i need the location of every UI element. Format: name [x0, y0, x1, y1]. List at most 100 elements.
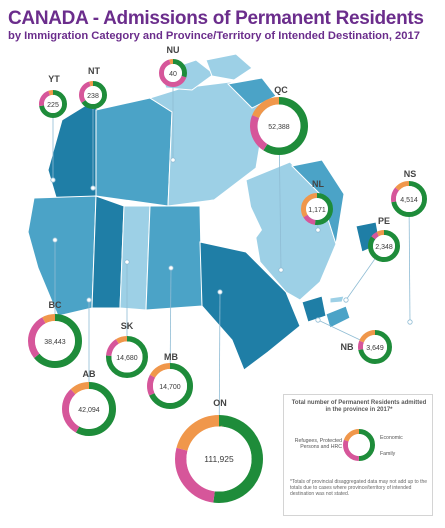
- yt-segment-2: [39, 90, 67, 118]
- ab-code-label: AB: [83, 369, 96, 379]
- bc-hole: [35, 321, 75, 361]
- ab-donut: 42,094 AB: [62, 369, 117, 436]
- qc-segment-2: [250, 96, 309, 155]
- yt-donut: 225 YT: [39, 74, 67, 118]
- nu-segment-2: [159, 59, 187, 87]
- sk-total-label: 14,680: [116, 355, 138, 362]
- nb-region: [301, 295, 327, 323]
- bc-donut: 38,443 BC: [28, 300, 83, 368]
- bc-total-label: 38,443: [44, 339, 66, 346]
- bc-segment-1: [28, 314, 83, 368]
- legend-label-refugees: Refugees, Protected Persons and HRC: [294, 438, 342, 450]
- nt-code-label: NT: [88, 66, 100, 76]
- ns-hole: [396, 186, 422, 212]
- arctic-island-2: [205, 53, 253, 81]
- nt-anchor-dot: [90, 185, 96, 191]
- nl-segment-2: [301, 193, 333, 225]
- qc-segment-1: [250, 96, 309, 155]
- ns-donut: 4,514 NS: [391, 169, 427, 217]
- sk-segment-2: [106, 336, 149, 379]
- pe-donut: 2,348 PE: [368, 216, 400, 262]
- nu-segment-1: [159, 59, 187, 87]
- pe-leader-line: [345, 245, 385, 301]
- qc-anchor-dot: [278, 267, 284, 273]
- ns-total-label: 4,514: [400, 197, 418, 204]
- ab-total-label: 42,094: [78, 407, 100, 414]
- sk-code-label: SK: [121, 321, 134, 331]
- pe-total-label: 2,348: [375, 244, 393, 251]
- ab-segment-1: [62, 381, 117, 436]
- on-segment-1: [175, 415, 263, 503]
- mb-segment-2: [146, 362, 193, 409]
- bc-code-label: BC: [49, 300, 62, 310]
- nt-donut: 238 NT: [79, 66, 107, 109]
- yt-hole: [44, 95, 62, 113]
- mb-region: [145, 205, 203, 311]
- nl-anchor-dot: [315, 227, 321, 233]
- bc-anchor-dot: [52, 237, 58, 243]
- mb-anchor-dot: [168, 265, 174, 271]
- nu-donut: 40 NU: [159, 45, 187, 87]
- pe-code-label: PE: [378, 216, 390, 226]
- nl-region: [290, 159, 345, 245]
- nt-hole: [84, 86, 102, 104]
- qc-code-label: QC: [274, 85, 288, 95]
- mb-segment-1: [146, 362, 193, 409]
- legend-label-economic: Economic: [380, 435, 403, 441]
- nu-anchor-dot: [170, 157, 176, 163]
- nt-segment-2: [79, 81, 107, 109]
- nl-donut: 1,171 NL: [301, 179, 333, 225]
- sk-donut: 14,680 SK: [106, 321, 149, 379]
- legend-footnote: *Totals of provincial disaggregated data…: [290, 479, 428, 497]
- nu-code-label: NU: [167, 45, 180, 55]
- nb-hole: [363, 335, 387, 359]
- nb-segment-2: [358, 330, 392, 364]
- nb-anchor-dot: [315, 317, 321, 323]
- ab-hole: [69, 389, 109, 429]
- ns-segment-2: [391, 181, 427, 217]
- ns-segment-1: [391, 181, 427, 217]
- ns-code-label: NS: [404, 169, 417, 179]
- sk-region: [119, 205, 151, 311]
- legend-title: Total number of Permanent Residents admi…: [291, 400, 427, 413]
- ns-region: [325, 305, 351, 329]
- nb-donut: 3,649 NB: [341, 330, 392, 364]
- nu-hole: [164, 64, 182, 82]
- mb-total-label: 14,700: [159, 384, 181, 391]
- ab-region: [91, 195, 125, 309]
- province-donuts: 225 YT 238 NT 40 NU 52,388 QC 1,171 NL 4,514 NS 2,34…: [28, 45, 427, 503]
- nt-segment-1: [79, 81, 107, 109]
- nb-total-label: 3,649: [366, 345, 384, 352]
- pe-region: [329, 295, 345, 304]
- ns-anchor-dot: [407, 319, 413, 325]
- on-region: [199, 241, 301, 371]
- yt-code-label: YT: [48, 74, 60, 84]
- pe-anchor-dot: [343, 297, 349, 303]
- nl-code-label: NL: [312, 179, 324, 189]
- nt-total-label: 238: [87, 93, 99, 100]
- on-total-label: 111,925: [204, 454, 234, 464]
- qc-donut: 52,388 QC: [250, 85, 309, 155]
- on-hole: [186, 426, 252, 492]
- legend-box: Total number of Permanent Residents admi…: [283, 394, 433, 516]
- legend-segment-2: [343, 429, 375, 461]
- nb-code-label: NB: [341, 342, 354, 352]
- qc-total-label: 52,388: [268, 124, 290, 131]
- legend-segment-1: [343, 429, 375, 461]
- legend-donut: [343, 429, 375, 461]
- ns-leader-line: [408, 198, 411, 323]
- yt-segment-1: [39, 90, 67, 118]
- yt-anchor-dot: [50, 177, 56, 183]
- bc-segment-2: [28, 314, 83, 368]
- arctic-island-3: [226, 77, 277, 109]
- mb-donut: 14,700 MB: [146, 352, 193, 409]
- ab-segment-2: [62, 381, 117, 436]
- sk-hole: [111, 341, 143, 373]
- on-anchor-dot: [217, 289, 223, 295]
- legend-label-family: Family: [380, 451, 396, 457]
- qc-hole: [257, 104, 301, 148]
- ab-anchor-dot: [86, 297, 92, 303]
- nb-segment-1: [358, 330, 392, 364]
- pe-segment-2: [368, 230, 400, 262]
- chart-subtitle: by Immigration Category and Province/Ter…: [8, 30, 420, 42]
